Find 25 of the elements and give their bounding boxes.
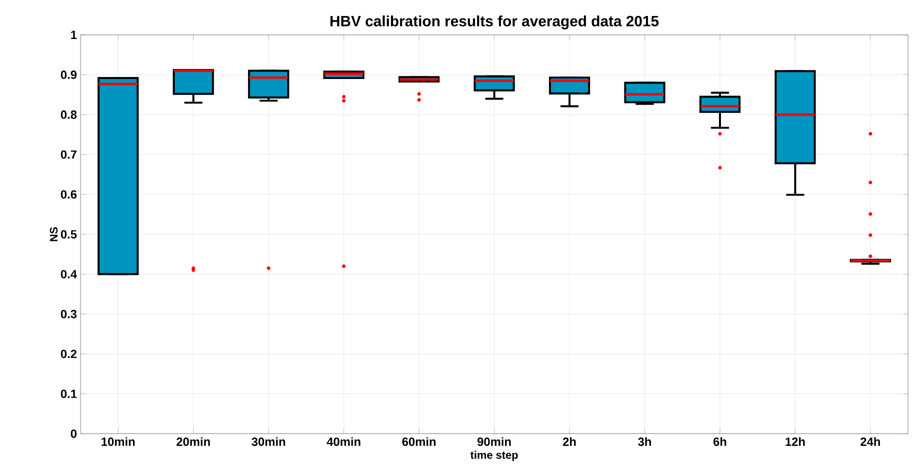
x-tick-label: 2h [562, 437, 576, 446]
y-tick-label: 1 [71, 31, 77, 40]
y-tick-label: 0.9 [60, 70, 77, 80]
x-tick-label: 10min [102, 437, 135, 446]
chart-title: HBV calibration results for averaged data 2015 [330, 16, 659, 30]
y-axis-title: NS [50, 227, 58, 242]
x-tick-label: 20min [176, 437, 210, 446]
y-tick-label: 0.2 [60, 350, 77, 358]
x-tick-label: 30min [252, 437, 286, 446]
x-tick-label: 24h [860, 437, 880, 446]
x-tick-label: 12h [786, 437, 805, 446]
y-tick-label: 0 [70, 430, 77, 438]
x-tick-label: 3h [638, 437, 651, 446]
x-axis-title: time step [470, 451, 518, 462]
x-tick-label: 40min [326, 437, 360, 446]
y-tick-label: 0.7 [60, 150, 76, 159]
x-tick-label: 60min [402, 437, 436, 446]
y-tick-label: 0.3 [60, 310, 77, 318]
x-tick-label: 90min [477, 437, 511, 446]
y-tick-label: 0.1 [60, 390, 77, 398]
x-tick-label: 6h [713, 437, 726, 446]
y-tick-label: 0.4 [60, 270, 77, 279]
y-tick-label: 0.6 [60, 190, 77, 199]
y-tick-label: 0.5 [60, 230, 77, 239]
y-tick-label: 0.8 [60, 110, 77, 120]
